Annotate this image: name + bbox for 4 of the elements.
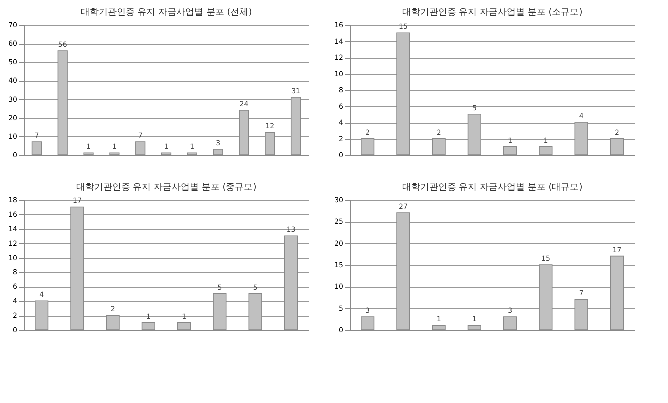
chart-title: 대학기관인증 유지 자금사업별 분포 (대규모) [402, 183, 583, 193]
chart-title: 대학기관인증 유지 자금사업별 분포 (소규모) [402, 8, 583, 18]
chart-title: 대학기관인증 유지 자금사업별 분포 (전체) [80, 8, 252, 18]
chart-title: 대학기관인증 유지 자금사업별 분포 (중규모) [76, 183, 257, 193]
